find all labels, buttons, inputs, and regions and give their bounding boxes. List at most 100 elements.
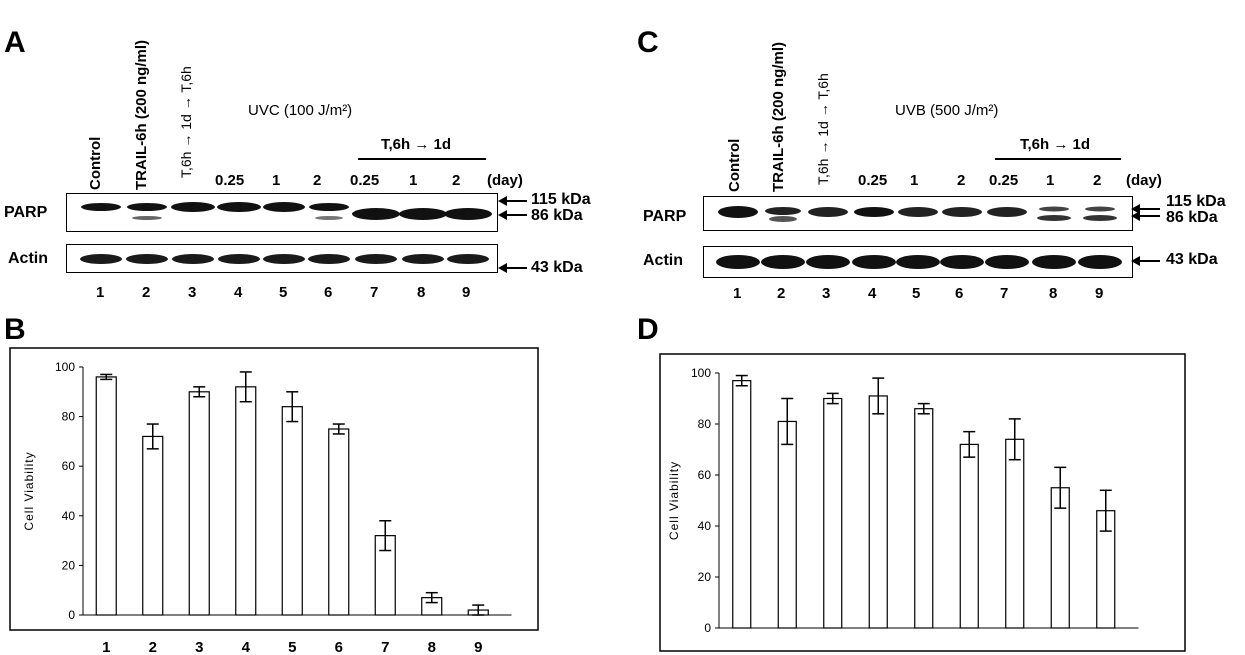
category-label: 9: [474, 639, 482, 655]
blot-parp-a: [66, 193, 498, 232]
y-tick-label: 100: [691, 366, 711, 380]
category-label: 2: [783, 653, 791, 655]
lane-number: 6: [955, 285, 964, 302]
y-tick-label: 0: [68, 608, 75, 622]
y-tick-label: 0: [704, 621, 711, 635]
y-tick-label: 60: [698, 468, 712, 482]
panel-letter-d: D: [637, 313, 659, 346]
y-axis-label: Cell Viability: [22, 451, 36, 530]
bar: [1005, 438, 1025, 629]
bar-chart-d: 0 20 40 60 80 100 Cell Viability 1 2 3 4 5 6 7 8 9: [659, 353, 1186, 655]
arrow-line: [505, 200, 527, 202]
lane-number: 5: [912, 285, 921, 302]
lane-header-cotreat-c: T,6h → 1d → T,6h: [815, 73, 831, 185]
category-label: 6: [965, 653, 973, 655]
bar: [328, 428, 350, 616]
time-unit-label: (day): [487, 172, 523, 189]
lane-number: 1: [733, 285, 742, 302]
category-label: 1: [102, 639, 110, 655]
arrow-icon: [1131, 256, 1140, 266]
row-label-parp-a: PARP: [4, 204, 48, 221]
time-label: 1: [1046, 172, 1055, 189]
blot-actin-a: [66, 244, 498, 273]
category-label: 3: [195, 639, 203, 655]
marker-86-a: 86 kDa: [531, 207, 583, 224]
bar: [281, 406, 303, 616]
y-tick-label: 80: [698, 417, 712, 431]
row-label-actin-a: Actin: [8, 250, 48, 267]
y-tick-label: 80: [62, 410, 76, 424]
y-tick-label: 60: [62, 459, 76, 473]
lane-number: 3: [188, 284, 197, 301]
y-tick-label: 40: [62, 509, 76, 523]
category-label: 1: [738, 653, 746, 655]
blot-parp-c: [703, 196, 1133, 231]
category-label: 4: [874, 653, 883, 655]
y-axis-label: Cell Viability: [667, 461, 681, 540]
subgroup-label-a: T,6h → 1d: [381, 136, 452, 153]
row-label-parp-c: PARP: [643, 208, 687, 225]
blot-bands-actin-c: [716, 255, 1122, 269]
category-label: 8: [428, 639, 436, 655]
arrow-line: [505, 267, 527, 269]
time-label: 1: [272, 172, 281, 189]
lane-number: 4: [234, 284, 243, 301]
lane-number: 1: [96, 284, 105, 301]
category-label: 5: [288, 639, 296, 655]
chart-frame: [659, 353, 1186, 652]
time-label: 1: [409, 172, 418, 189]
time-unit-label: (day): [1126, 172, 1162, 189]
y-tick-label: 40: [698, 519, 712, 533]
lane-number: 9: [1095, 285, 1104, 302]
bar: [823, 397, 843, 629]
arrow-icon: [498, 210, 507, 220]
bar: [95, 376, 117, 616]
blot-actin-c: [703, 246, 1133, 278]
bar: [732, 380, 752, 629]
bar: [959, 443, 979, 629]
time-label: 1: [910, 172, 919, 189]
bar: [914, 408, 934, 629]
category-label: 7: [1011, 653, 1019, 655]
lane-number: 8: [1049, 285, 1058, 302]
bar-chart-b: 0 20 40 60 80 100 Cell Viability 1 2 3 4 5 6 7 8 9: [9, 347, 539, 655]
lane-number: 5: [279, 284, 288, 301]
lane-number: 9: [462, 284, 471, 301]
marker-115-a: 115 kDa: [531, 191, 591, 208]
marker-43-c: 43 kDa: [1166, 251, 1218, 268]
category-label: 6: [335, 639, 343, 655]
arrow-line: [1138, 260, 1160, 262]
category-label: 7: [381, 639, 389, 655]
time-label: 2: [313, 172, 322, 189]
lane-header-trail-c: TRAIL-6h (200 ng/ml): [770, 41, 787, 192]
treatment-label-a: UVC (100 J/m²): [248, 102, 353, 119]
category-label: 4: [242, 639, 251, 655]
row-label-actin-c: Actin: [643, 252, 683, 269]
lane-number: 4: [868, 285, 877, 302]
arrow-icon: [1131, 211, 1140, 221]
lane-header-control-c: Control: [726, 138, 743, 192]
panel-letter-a: A: [4, 26, 26, 59]
time-label: 0.25: [858, 172, 888, 189]
bar: [235, 386, 257, 616]
time-label: 2: [1093, 172, 1102, 189]
arrow-line: [1138, 208, 1160, 210]
arrow-line: [505, 214, 527, 216]
marker-115-c: 115 kDa: [1166, 193, 1226, 210]
subgroup-bracket-c: [995, 158, 1121, 160]
y-tick-label: 20: [698, 570, 712, 584]
bar: [188, 391, 210, 616]
bar: [142, 435, 164, 616]
bar: [777, 420, 797, 629]
panel-letter-b: B: [4, 313, 26, 346]
lane-number: 3: [822, 285, 831, 302]
category-label: 3: [829, 653, 837, 655]
lane-number: 2: [777, 285, 786, 302]
blot-bands-parp-c: [718, 206, 1117, 222]
lane-header-control-a: Control: [87, 136, 104, 190]
category-label: 2: [149, 639, 157, 655]
treatment-label-c: UVB (500 J/m²): [895, 102, 999, 119]
chart-frame: [9, 347, 539, 631]
y-tick-label: 20: [62, 558, 76, 572]
time-label: 0.25: [215, 172, 245, 189]
